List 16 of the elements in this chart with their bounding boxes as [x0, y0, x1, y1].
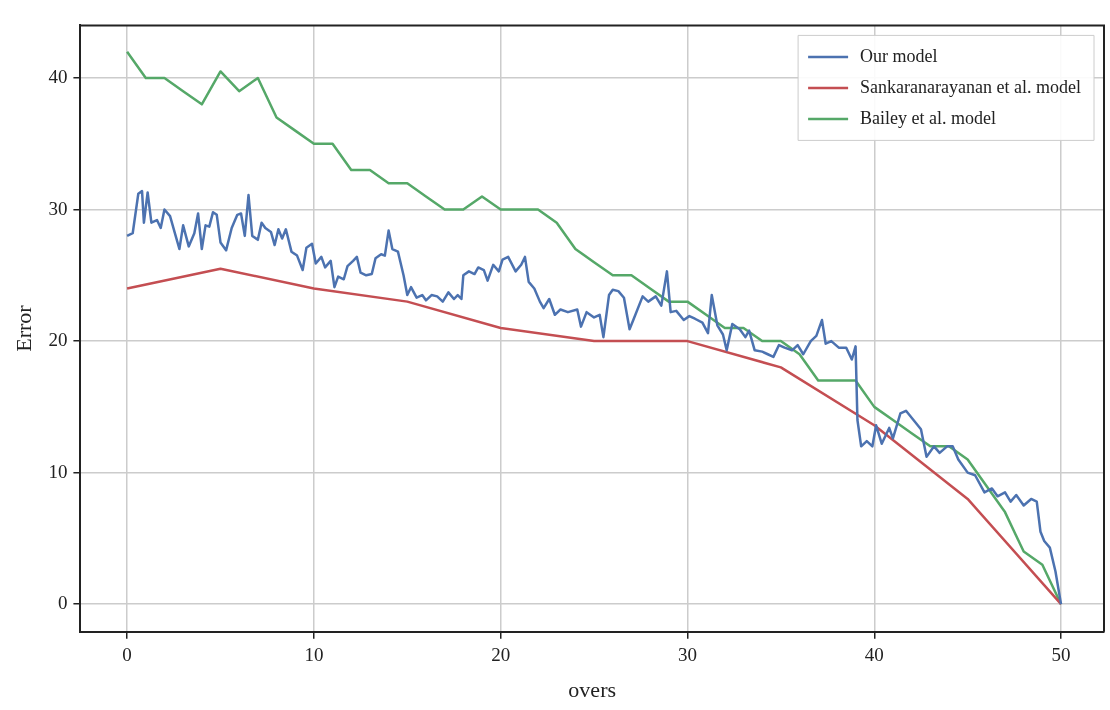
y-tick-label: 10 — [48, 460, 68, 482]
legend-label: Sankaranarayanan et al. model — [860, 76, 1082, 97]
legend-label: Our model — [860, 45, 938, 66]
y-tick-label: 0 — [57, 592, 68, 614]
x-tick-label: 40 — [864, 644, 884, 666]
y-axis-title: Error — [10, 304, 36, 352]
x-tick-label: 20 — [491, 644, 511, 666]
legend-label: Bailey et al. model — [860, 107, 997, 128]
x-tick-label: 10 — [304, 644, 324, 666]
x-tick-label: 0 — [122, 644, 132, 666]
y-tick-label: 40 — [48, 66, 68, 87]
y-tick-label: 20 — [48, 329, 68, 351]
x-tick-label: 30 — [677, 644, 697, 666]
x-tick-label: 50 — [1051, 644, 1071, 666]
y-tick-label: 30 — [48, 197, 68, 219]
x-axis-title: overs — [568, 676, 617, 702]
